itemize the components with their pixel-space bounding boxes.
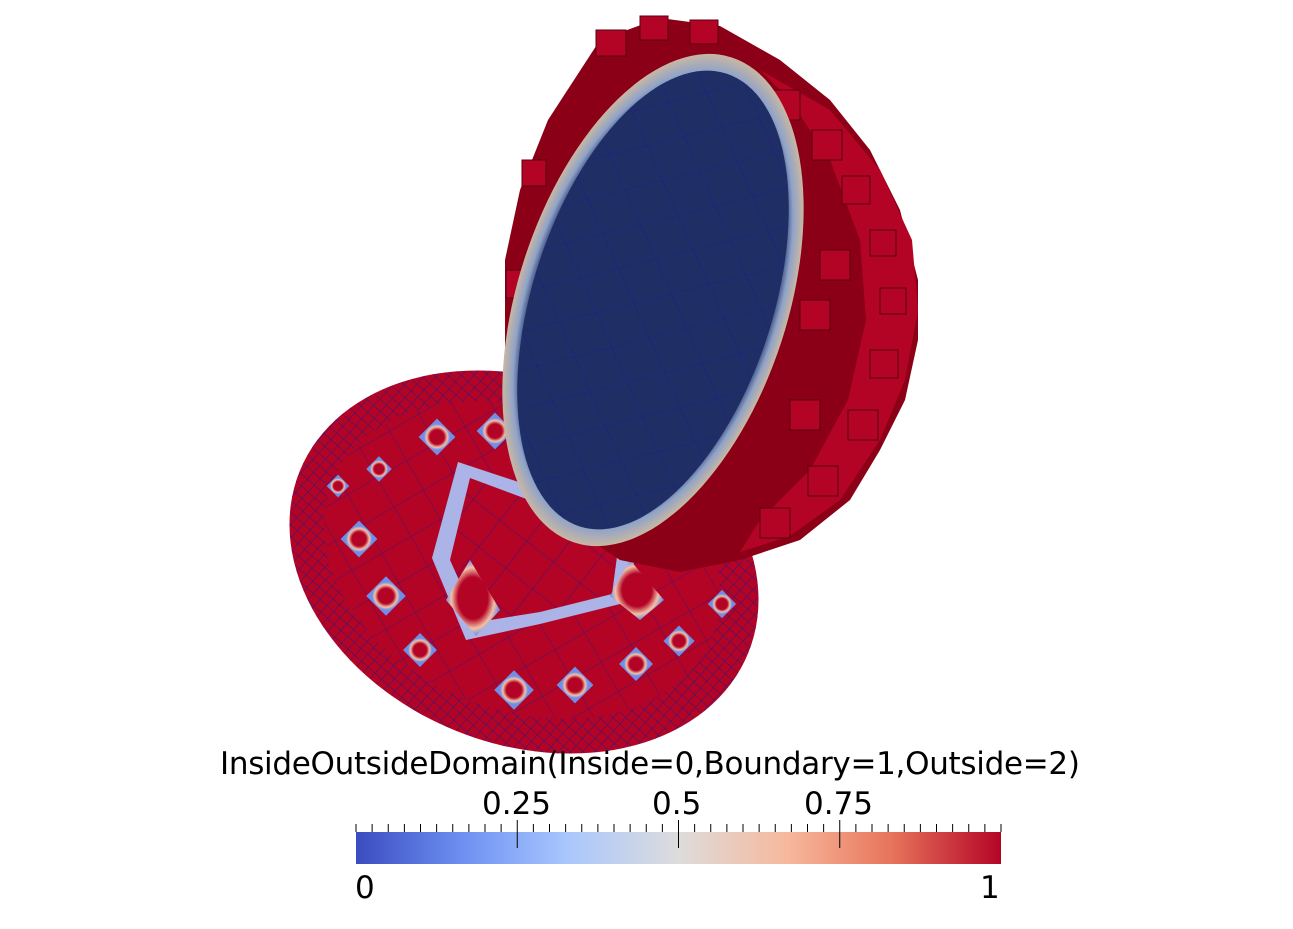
upright-disk-mesh [502,15,918,572]
tick-label-0.5: 0.5 [652,786,702,822]
legend-title: InsideOutsideDomain(Inside=0,Boundary=1,… [220,746,1080,782]
tick-label-0.25: 0.25 [482,786,552,822]
legend-max-label: 1 [980,870,1000,906]
tick-label-0.75: 0.75 [804,786,874,822]
legend-min-label: 0 [355,870,375,906]
flat-disk-mesh [289,370,759,754]
colorbar-ticks [355,820,1002,848]
color-legend [355,820,1002,864]
